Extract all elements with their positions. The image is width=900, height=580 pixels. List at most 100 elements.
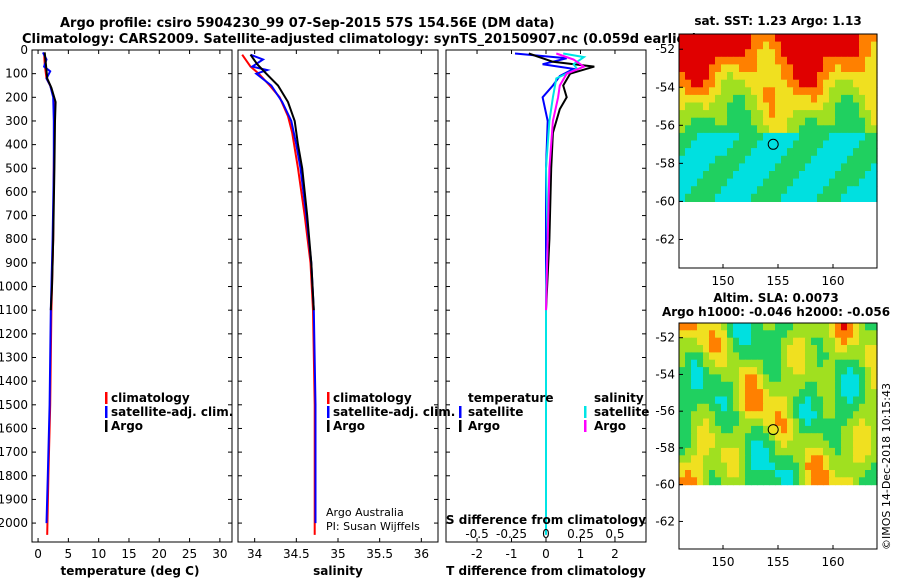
heatmap-cell xyxy=(703,323,710,331)
heatmap-cell xyxy=(865,447,872,456)
heatmap-cell xyxy=(793,359,800,368)
heatmap-cell xyxy=(697,389,704,397)
heatmap-cell xyxy=(829,79,836,88)
heatmap-cell xyxy=(733,337,740,346)
heatmap-cell xyxy=(757,447,764,456)
heatmap-cell xyxy=(709,148,716,157)
x-tick-label: 10 xyxy=(91,547,106,561)
heatmap-cell xyxy=(691,418,698,427)
y-tick-label: 300 xyxy=(5,114,28,128)
heatmap-cell xyxy=(715,155,722,164)
heatmap-cell xyxy=(757,125,764,134)
heatmap-cell xyxy=(769,447,776,456)
heatmap-cell xyxy=(841,102,848,111)
heatmap-cell xyxy=(823,359,830,368)
heatmap-cell xyxy=(775,447,782,456)
heatmap-cell xyxy=(703,171,710,180)
heatmap-cell xyxy=(865,34,872,43)
heatmap-cell xyxy=(739,87,746,96)
heatmap-cell xyxy=(823,193,830,202)
heatmap-cell xyxy=(781,396,788,405)
heatmap-cell xyxy=(793,155,800,164)
heatmap-cell xyxy=(775,155,782,164)
heatmap-cell xyxy=(691,433,698,442)
heatmap-cell xyxy=(865,171,872,180)
heatmap-cell xyxy=(757,178,764,187)
heatmap-cell xyxy=(817,64,824,73)
heatmap-cell xyxy=(679,94,686,104)
heatmap-cell xyxy=(787,389,794,397)
heatmap-cell xyxy=(763,102,770,111)
heatmap-cell xyxy=(805,337,812,346)
heatmap-cell xyxy=(775,178,782,187)
heatmap-cell xyxy=(799,178,806,187)
heatmap-cell xyxy=(727,102,734,111)
heatmap-cell xyxy=(739,433,746,442)
heatmap-cell xyxy=(859,337,866,346)
heatmap-cell xyxy=(811,193,818,202)
heatmap-cell xyxy=(823,470,830,478)
heatmap-cell xyxy=(739,477,746,486)
heatmap-cell xyxy=(709,411,716,420)
heatmap-cell xyxy=(769,470,776,478)
heatmap-cell xyxy=(679,447,686,456)
heatmap-cell xyxy=(715,132,722,142)
heatmap-cell xyxy=(781,72,788,81)
heatmap-cell xyxy=(787,178,794,187)
heatmap-cell xyxy=(793,345,800,353)
heatmap-cell xyxy=(793,374,800,383)
heatmap-cell xyxy=(853,125,860,134)
heatmap-cell xyxy=(745,425,752,434)
heatmap-cell xyxy=(871,396,878,405)
heatmap-cell xyxy=(733,148,740,157)
heatmap-cell xyxy=(841,374,848,383)
heatmap-cell xyxy=(853,193,860,202)
heatmap-cell xyxy=(805,403,812,412)
x-tick-label: 0 xyxy=(34,547,42,561)
heatmap-cell xyxy=(853,56,860,65)
heatmap-cell xyxy=(805,72,812,81)
heatmap-cell xyxy=(733,64,740,73)
heatmap-cell xyxy=(751,374,758,383)
heatmap-cell xyxy=(751,359,758,368)
heatmap-cell xyxy=(679,102,686,111)
heatmap-cell xyxy=(859,359,866,368)
heatmap-cell xyxy=(715,163,722,172)
heatmap-cell xyxy=(799,345,806,353)
heatmap-cell xyxy=(847,117,854,126)
heatmap-cell xyxy=(835,132,842,142)
heatmap-cell xyxy=(871,352,878,361)
heatmap-cell xyxy=(727,178,734,187)
heatmap-cell xyxy=(685,425,692,434)
heatmap-cell xyxy=(709,330,716,339)
heatmap-cell xyxy=(835,374,842,383)
heatmap-cell xyxy=(721,381,728,390)
heatmap-cell xyxy=(859,403,866,412)
heatmap-cell xyxy=(685,117,692,126)
heatmap-cell xyxy=(787,41,794,50)
heatmap-cell xyxy=(775,359,782,368)
heatmap-cell xyxy=(859,433,866,442)
heatmap-cell xyxy=(775,171,782,180)
heatmap-cell xyxy=(829,178,836,187)
sla-map-subtitle: Argo h1000: -0.046 h2000: -0.056 xyxy=(662,305,890,319)
heatmap-cell xyxy=(757,34,764,43)
heatmap-cell xyxy=(757,425,764,434)
heatmap-cell xyxy=(829,140,836,149)
heatmap-cell xyxy=(835,381,842,390)
heatmap-cell xyxy=(721,132,728,142)
heatmap-cell xyxy=(703,389,710,397)
heatmap-cell xyxy=(811,440,818,449)
heatmap-cell xyxy=(841,117,848,126)
legend-label-sal-argo: Argo xyxy=(594,419,626,433)
heatmap-cell xyxy=(721,396,728,405)
heatmap-cell xyxy=(799,171,806,180)
heatmap-cell xyxy=(775,94,782,104)
temperature-xlabel: temperature (deg C) xyxy=(61,564,200,578)
heatmap-cell xyxy=(703,396,710,405)
heatmap-cell xyxy=(829,87,836,96)
heatmap-cell xyxy=(709,455,716,464)
heatmap-cell xyxy=(811,433,818,442)
heatmap-cell xyxy=(835,94,842,104)
heatmap-cell xyxy=(811,41,818,50)
